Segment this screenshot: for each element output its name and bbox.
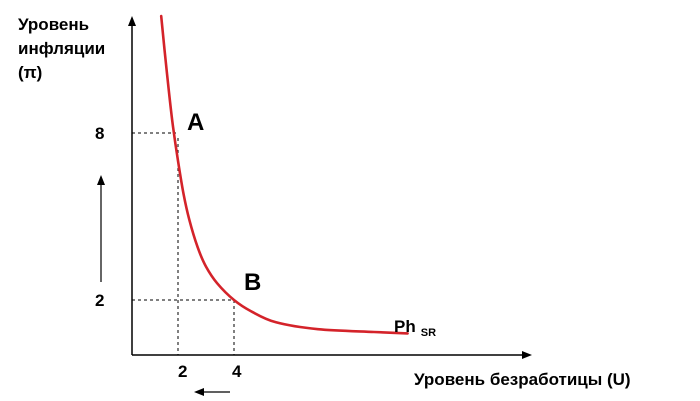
x-axis-label: Уровень безработицы (U) [414,370,631,389]
point-label-b: B [244,269,261,296]
x-axis-arrowhead [522,351,532,359]
y-axis-label-line-2: инфляции [18,39,105,58]
y-tick-label-2: 2 [95,291,104,310]
y-tick-label-8: 8 [95,124,104,143]
y-axis-label-line-1: Уровень [18,15,89,34]
series-label: Ph SR [394,317,436,339]
series-label-subscript: SR [421,327,436,339]
up-arrow-icon [97,175,105,282]
y-axis-arrowhead [128,16,136,26]
phillips-curve-line [159,14,409,335]
y-axis-label-line-3: (π) [18,63,42,82]
x-tick-label-2: 2 [178,362,187,381]
point-label-a: A [187,109,204,136]
series-label-main: Ph [394,317,416,336]
x-tick-label-4: 4 [232,362,242,381]
left-arrow-icon [194,388,230,396]
